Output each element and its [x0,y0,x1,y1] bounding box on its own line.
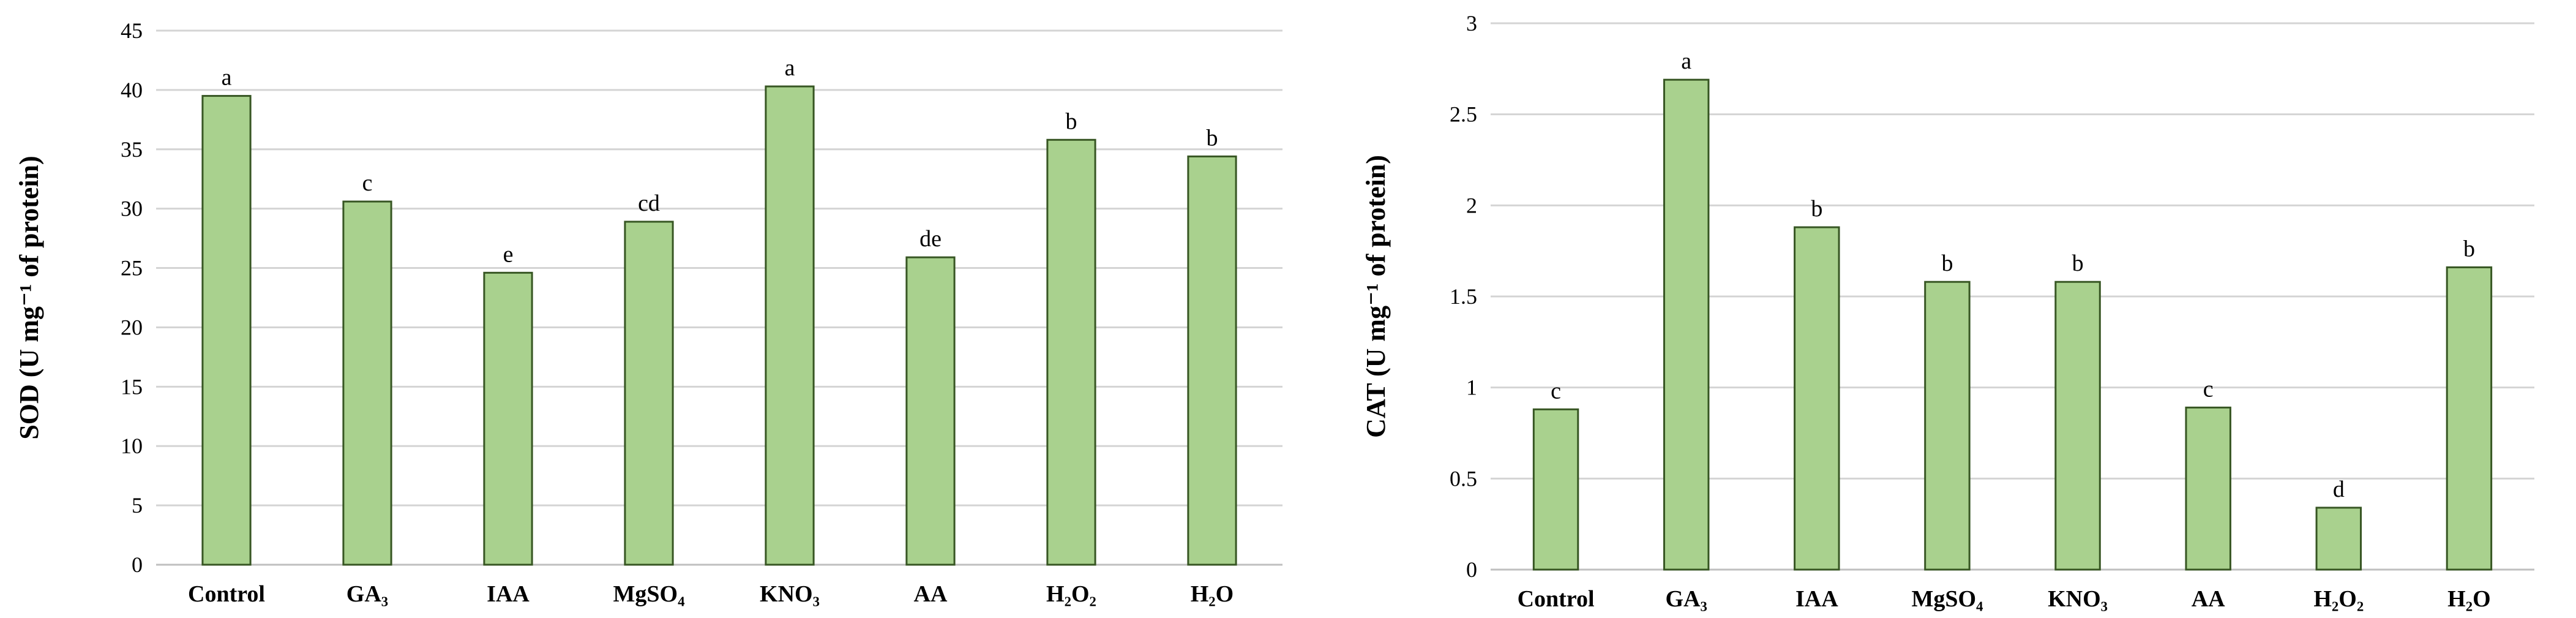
cat-significance-label: b [1811,196,1822,222]
cat-category-label: MgSO₄ [1911,586,1983,612]
sod-bar [765,85,815,566]
cat-significance-label: a [1681,48,1691,74]
cat-significance-label: b [2072,251,2084,276]
sod-y-tick-label: 25 [121,256,143,281]
cat-chart: 0 0.5 1 1.5 2 2.5 3 c Control a GA₃ b IAA b MgSO₄ b KNO₃… [1361,11,2534,612]
sod-bar [624,220,674,566]
sod-y-tick-label: 30 [121,197,143,221]
cat-bar [2054,281,2101,571]
cat-category-label: AA [2192,586,2225,612]
sod-significance-label: a [222,65,232,91]
sod-significance-label: a [785,55,795,81]
cat-significance-label: d [2333,477,2345,502]
sod-significance-label: b [1207,125,1218,151]
sod-significance-label: b [1066,108,1077,134]
sod-significance-label: c [362,170,373,196]
cat-bar [2185,406,2231,571]
sod-bar [201,95,252,566]
cat-bar [1532,408,1579,571]
cat-y-tick-label: 2 [1466,193,1477,217]
sod-y-tick-label: 5 [132,493,143,518]
cat-category-label: H₂O₂ [2313,586,2364,612]
cat-y-tick-label: 0.5 [1450,466,1477,491]
sod-category-label: H₂O₂ [1046,581,1096,607]
cat-y-tick-label: 1 [1466,375,1477,400]
sod-chart: 0 5 10 15 20 25 30 35 40 45 a Control c GA₃ e IAA cd MgSO… [14,18,1282,607]
cat-bar [2315,507,2362,571]
sod-bar [483,271,533,566]
sod-bar [1046,138,1096,566]
sod-y-tick-label: 35 [121,137,143,162]
cat-significance-label: c [2203,376,2214,402]
sod-bar [1187,155,1237,566]
sod-category-label: GA₃ [346,581,388,607]
sod-category-label: H₂O [1191,581,1234,607]
sod-bar [905,256,956,566]
cat-bar [1663,78,1710,571]
sod-y-tick-label: 0 [132,552,143,577]
cat-category-label: GA₃ [1665,586,1707,612]
cat-y-tick-label: 0 [1466,557,1477,582]
sod-category-label: Control [188,581,265,607]
cat-y-axis-title: CAT (U mg⁻¹ of protein) [1361,155,1391,438]
cat-category-label: IAA [1795,586,1838,612]
cat-y-tick-label: 1.5 [1450,284,1477,309]
cat-y-tick-label: 3 [1466,11,1477,36]
sod-bar [342,200,392,566]
cat-significance-label: b [1941,251,1953,276]
cat-bar [2446,266,2493,571]
sod-category-label: AA [914,581,948,607]
sod-significance-label: cd [638,190,660,216]
cat-category-label: Control [1518,586,1595,612]
sod-y-tick-label: 15 [121,374,143,399]
cat-significance-label: b [2463,236,2475,262]
cat-bar [1924,281,1971,571]
sod-category-label: MgSO₄ [613,581,686,607]
sod-category-label: KNO₃ [760,581,820,607]
sod-y-tick-label: 45 [121,18,143,43]
sod-category-label: IAA [487,581,530,607]
cat-y-tick-label: 2.5 [1450,102,1477,127]
cat-significance-label: c [1551,378,1561,404]
sod-y-tick-label: 40 [121,78,143,102]
sod-y-axis-title: SOD (U mg⁻¹ of protein) [14,156,44,439]
cat-category-label: H₂O [2447,586,2491,612]
sod-significance-label: de [919,226,942,252]
sod-significance-label: e [503,241,514,267]
sod-y-tick-label: 10 [121,434,143,458]
sod-y-tick-label: 20 [121,315,143,339]
cat-bar [1794,226,1840,571]
cat-category-label: KNO₃ [2048,586,2108,612]
